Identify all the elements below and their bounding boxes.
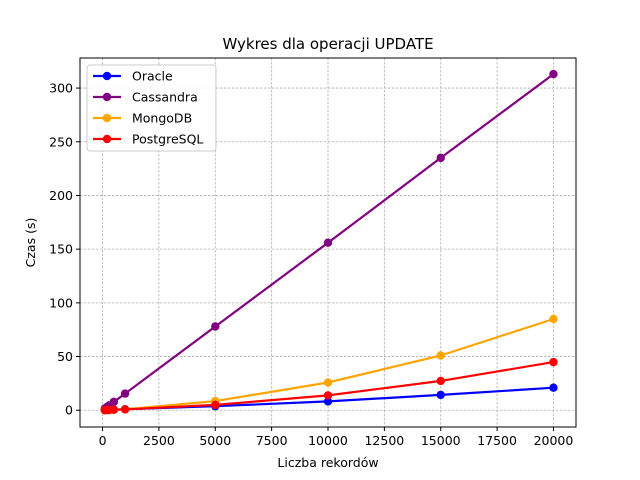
y-tick-label: 0 (65, 403, 73, 418)
data-point-cassandra (120, 389, 130, 398)
series-lines (100, 69, 558, 415)
x-tick-label: 0 (99, 433, 107, 448)
legend-box (86, 64, 217, 152)
legend-label: Oracle (132, 69, 173, 84)
legend-swatch-marker (102, 113, 112, 123)
legend: Oracle Cassandra MongoDB PostgreSQL (86, 64, 217, 152)
legend-item-oracle: Oracle (93, 69, 173, 84)
legend-swatch-marker (102, 92, 112, 102)
data-point-mongodb (323, 378, 333, 387)
legend-item-cassandra: Cassandra (93, 90, 198, 105)
data-point-mongodb (549, 314, 558, 324)
x-tick-label: 15000 (421, 433, 461, 448)
y-axis-ticks: 0 50 100 150 200 250 300 (49, 81, 80, 418)
data-point-cassandra (109, 397, 119, 407)
y-tick-label: 150 (49, 242, 73, 257)
data-point-postgresql (436, 376, 445, 386)
data-point-postgresql (120, 405, 130, 414)
y-tick-label: 250 (49, 134, 73, 149)
legend-item-postgresql: PostgreSQL (93, 132, 203, 147)
data-point-mongodb (436, 351, 445, 360)
data-point-cassandra (211, 322, 220, 331)
data-point-postgresql (211, 400, 220, 410)
legend-label: Cassandra (132, 90, 198, 105)
chart-title: Wykres dla operacji UPDATE (222, 35, 433, 53)
data-point-cassandra (323, 238, 333, 247)
y-tick-label: 50 (57, 349, 73, 364)
x-axis-label: Liczba rekordów (277, 455, 378, 470)
legend-swatch-marker (102, 134, 112, 144)
x-tick-label: 5000 (199, 433, 231, 448)
series-postgresql (100, 357, 558, 415)
x-axis-ticks: 0 2500 5000 7500 10000 12500 15000 17500 20000 (99, 427, 574, 448)
legend-label: PostgreSQL (132, 132, 203, 147)
x-tick-label: 20000 (534, 433, 574, 448)
x-tick-label: 17500 (477, 433, 517, 448)
y-tick-label: 300 (49, 81, 73, 96)
data-point-oracle (323, 397, 333, 406)
x-tick-label: 12500 (364, 433, 404, 448)
data-point-cassandra (436, 153, 445, 163)
x-tick-label: 10000 (308, 433, 348, 448)
data-point-cassandra (549, 69, 558, 79)
y-axis-label: Czas (s) (23, 218, 38, 268)
legend-item-mongodb: MongoDB (93, 111, 192, 126)
data-point-postgresql (549, 357, 558, 367)
data-point-postgresql (323, 391, 333, 400)
legend-swatch-marker (102, 71, 112, 81)
y-tick-label: 200 (49, 188, 73, 203)
x-tick-label: 2500 (143, 433, 175, 448)
data-point-oracle (436, 390, 445, 400)
x-tick-label: 7500 (256, 433, 288, 448)
data-point-postgresql (109, 405, 119, 414)
y-tick-label: 100 (49, 295, 73, 310)
legend-label: MongoDB (132, 111, 192, 126)
data-point-oracle (549, 383, 558, 392)
